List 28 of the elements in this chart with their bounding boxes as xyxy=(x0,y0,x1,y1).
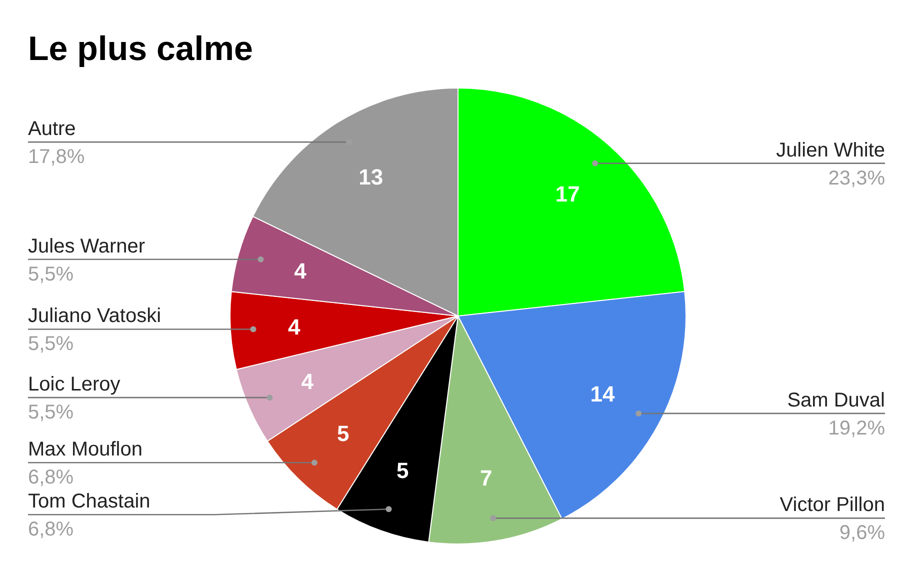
slice-label: Juliano Vatoski xyxy=(28,305,162,328)
data-label: 4 xyxy=(294,258,308,284)
slice-label: Autre xyxy=(28,118,76,140)
text: 9,6% xyxy=(839,522,885,544)
text: 6,8% xyxy=(28,518,74,541)
data-label: 4 xyxy=(301,368,314,394)
slice-label: Julien White xyxy=(776,139,885,162)
slice-label: Loic Leroy xyxy=(28,374,120,396)
data-label: 13 xyxy=(358,164,384,190)
chart-title: Le plus calme xyxy=(28,30,253,68)
slice-label: Sam Duval xyxy=(787,389,885,412)
text: 19,2% xyxy=(828,417,885,440)
data-label: 7 xyxy=(480,465,492,490)
data-label: 14 xyxy=(590,382,616,407)
data-label: 17 xyxy=(555,182,580,207)
text: 5,5% xyxy=(28,263,74,286)
slice-label: Jules Warner xyxy=(28,235,146,258)
data-label: 5 xyxy=(396,458,409,484)
text: 5,5% xyxy=(28,402,74,424)
text: 5,5% xyxy=(28,333,74,356)
data-label: 5 xyxy=(337,421,350,446)
data-label: 4 xyxy=(288,314,302,340)
text: 23,3% xyxy=(828,167,885,190)
slice-label: Victor Pillon xyxy=(780,494,885,516)
text: 6,8% xyxy=(28,466,74,489)
slice-label: Max Mouflon xyxy=(28,438,142,461)
slice-label: Tom Chastain xyxy=(28,490,150,513)
text: 17,8% xyxy=(28,146,85,168)
